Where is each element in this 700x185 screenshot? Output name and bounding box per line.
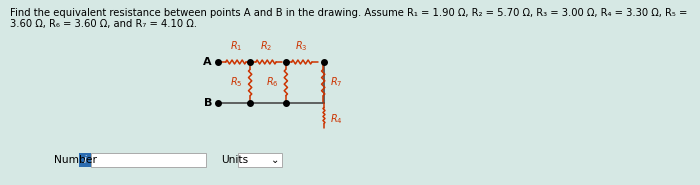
Text: Units: Units <box>220 155 248 165</box>
FancyBboxPatch shape <box>79 153 90 167</box>
Text: $R_6$: $R_6$ <box>266 76 279 89</box>
Text: $R_7$: $R_7$ <box>330 76 342 89</box>
Text: 3.60 Ω, R₆ = 3.60 Ω, and R₇ = 4.10 Ω.: 3.60 Ω, R₆ = 3.60 Ω, and R₇ = 4.10 Ω. <box>10 19 197 29</box>
Text: $R_1$: $R_1$ <box>230 39 242 53</box>
Text: $R_5$: $R_5$ <box>230 76 243 89</box>
Text: i: i <box>83 155 86 165</box>
Text: A: A <box>204 57 212 67</box>
Text: $R_4$: $R_4$ <box>330 113 342 126</box>
Text: ⌄: ⌄ <box>272 155 280 165</box>
Text: B: B <box>204 98 212 108</box>
Text: $R_3$: $R_3$ <box>295 39 308 53</box>
FancyBboxPatch shape <box>91 153 206 167</box>
Text: Number: Number <box>54 155 97 165</box>
Text: $R_2$: $R_2$ <box>260 39 272 53</box>
Text: Find the equivalent resistance between points A and B in the drawing. Assume R₁ : Find the equivalent resistance between p… <box>10 8 687 18</box>
FancyBboxPatch shape <box>238 153 282 167</box>
